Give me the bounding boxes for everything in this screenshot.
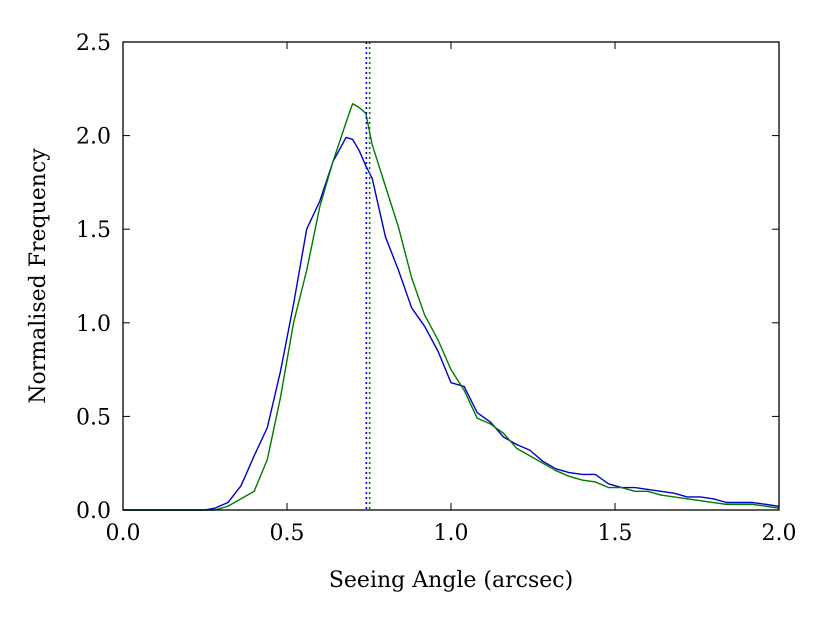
series-line-2	[123, 103, 780, 511]
y-tick-label: 2.5	[76, 31, 111, 56]
x-tick-label: 1.0	[434, 521, 469, 546]
y-tick-label: 1.5	[76, 218, 111, 243]
y-tick-label: 0.5	[76, 405, 111, 430]
x-axis-title: Seeing Angle (arcsec)	[329, 568, 573, 593]
y-tick-label: 0.0	[76, 499, 111, 524]
tick-labels: 0.0 0.5 1.0 1.5 2.0 0.0 0.5 1.0 1.5 2.0 2.5	[76, 31, 797, 546]
x-tick-label: 0.0	[106, 521, 141, 546]
y-tick-label: 2.0	[76, 125, 111, 150]
series-line-1	[123, 136, 780, 511]
ticks	[122, 41, 780, 511]
y-axis-title: Normalised Frequency	[26, 148, 51, 404]
y-tick-label: 1.0	[76, 312, 111, 337]
x-tick-label: 0.5	[270, 521, 305, 546]
x-tick-label: 1.5	[598, 521, 633, 546]
plot-content	[123, 42, 780, 511]
x-tick-label: 2.0	[762, 521, 797, 546]
